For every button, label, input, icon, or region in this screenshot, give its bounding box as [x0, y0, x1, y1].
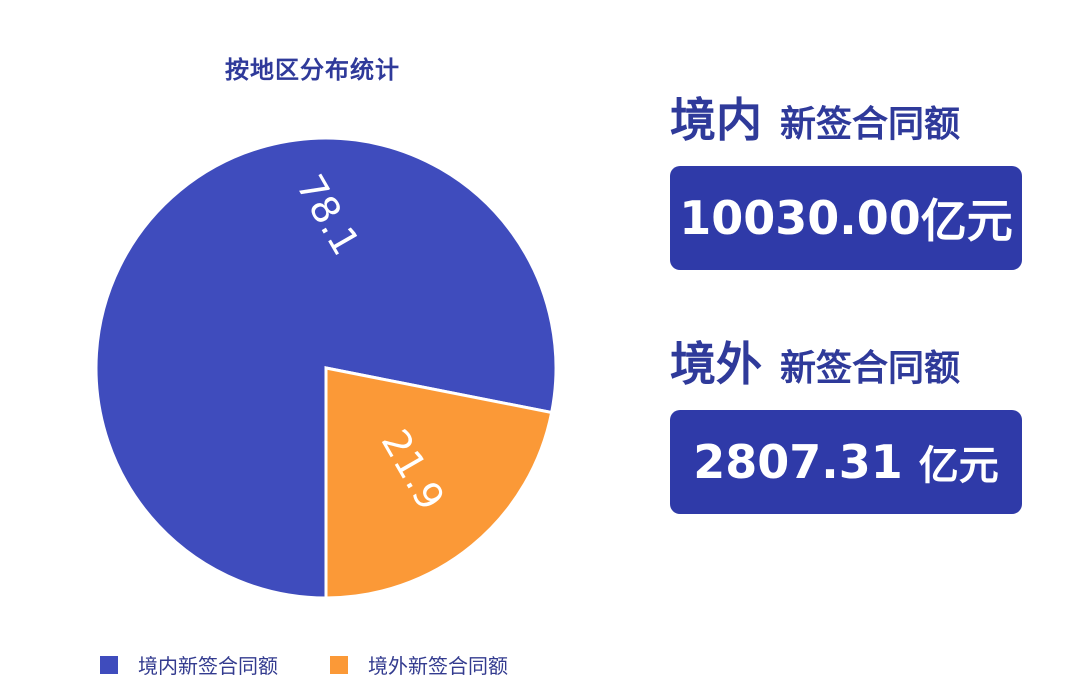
legend-swatch-domestic [100, 655, 118, 674]
legend-item-overseas[interactable]: 境外新签合同额 [330, 650, 508, 679]
overseas-amount-unit: 亿元 [918, 443, 999, 489]
legend-swatch-overseas [330, 655, 348, 674]
legend-label-overseas: 境外新签合同额 [368, 654, 508, 678]
overseas-heading: 境外 新签合同额 [670, 328, 960, 394]
overseas-heading-small: 新签合同额 [780, 348, 961, 389]
domestic-amount-value: 10030.00 [679, 191, 921, 245]
legend-label-domestic: 境内新签合同额 [138, 654, 278, 678]
chart-legend: 境内新签合同额 境外新签合同额 [100, 650, 560, 679]
domestic-amount-unit: 亿元 [920, 194, 1013, 248]
domestic-amount-box: 10030.00 亿元 [670, 166, 1022, 270]
domestic-heading-small: 新签合同额 [780, 104, 961, 145]
overseas-heading-big: 境外 [670, 337, 762, 391]
overseas-amount-box: 2807.31 亿元 [670, 410, 1022, 514]
overseas-amount-value: 2807.31 [693, 435, 903, 489]
pie-slice-overseas[interactable] [324, 366, 554, 600]
chart-title: 按地区分布统计 [225, 56, 400, 84]
pie-chart: 78.121.9 [94, 136, 558, 600]
domestic-heading-big: 境内 [670, 93, 762, 147]
domestic-heading: 境内 新签合同额 [670, 84, 960, 150]
legend-item-domestic[interactable]: 境内新签合同额 [100, 650, 278, 679]
